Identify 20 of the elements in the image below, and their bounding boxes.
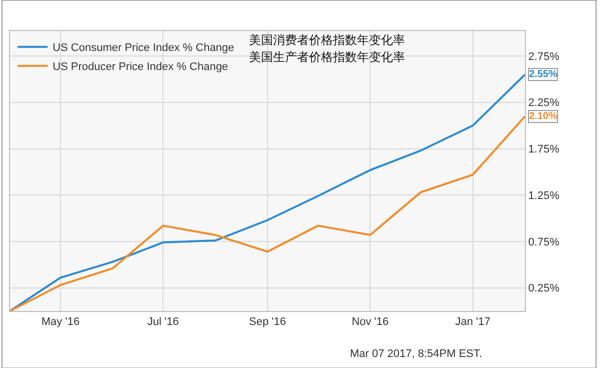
y-tick-label: 2.25%	[528, 97, 560, 110]
y-tick-label: 0.25%	[528, 282, 560, 295]
x-tick-label: May '16	[41, 316, 80, 328]
x-tick-label: Sep '16	[249, 316, 286, 328]
legend-label: US Consumer Price Index % Change	[52, 42, 234, 54]
data-label: 2.10%	[529, 111, 558, 122]
text: Mar 07 2017, 8:54PM EST.	[350, 348, 482, 360]
y-tick-label: 1.75%	[528, 144, 560, 156]
line-series	[10, 115, 525, 311]
x-tick-label: Nov '16	[352, 316, 389, 328]
data-label: 2.55%	[529, 69, 558, 80]
annotation: 美国生产者价格指数年变化率	[249, 50, 405, 64]
legend-label: US Producer Price Index % Change	[52, 61, 228, 74]
annotation: 美国消费者价格指数年变化率	[249, 33, 405, 47]
x-tick-label: Jan '17	[455, 316, 490, 328]
x-tick-label: Jul '16	[147, 316, 179, 328]
y-tick-label: 0.75%	[528, 236, 560, 248]
y-tick-label: 2.75%	[528, 50, 560, 63]
y-tick-label: 1.25%	[528, 190, 560, 202]
line-series	[10, 74, 525, 311]
